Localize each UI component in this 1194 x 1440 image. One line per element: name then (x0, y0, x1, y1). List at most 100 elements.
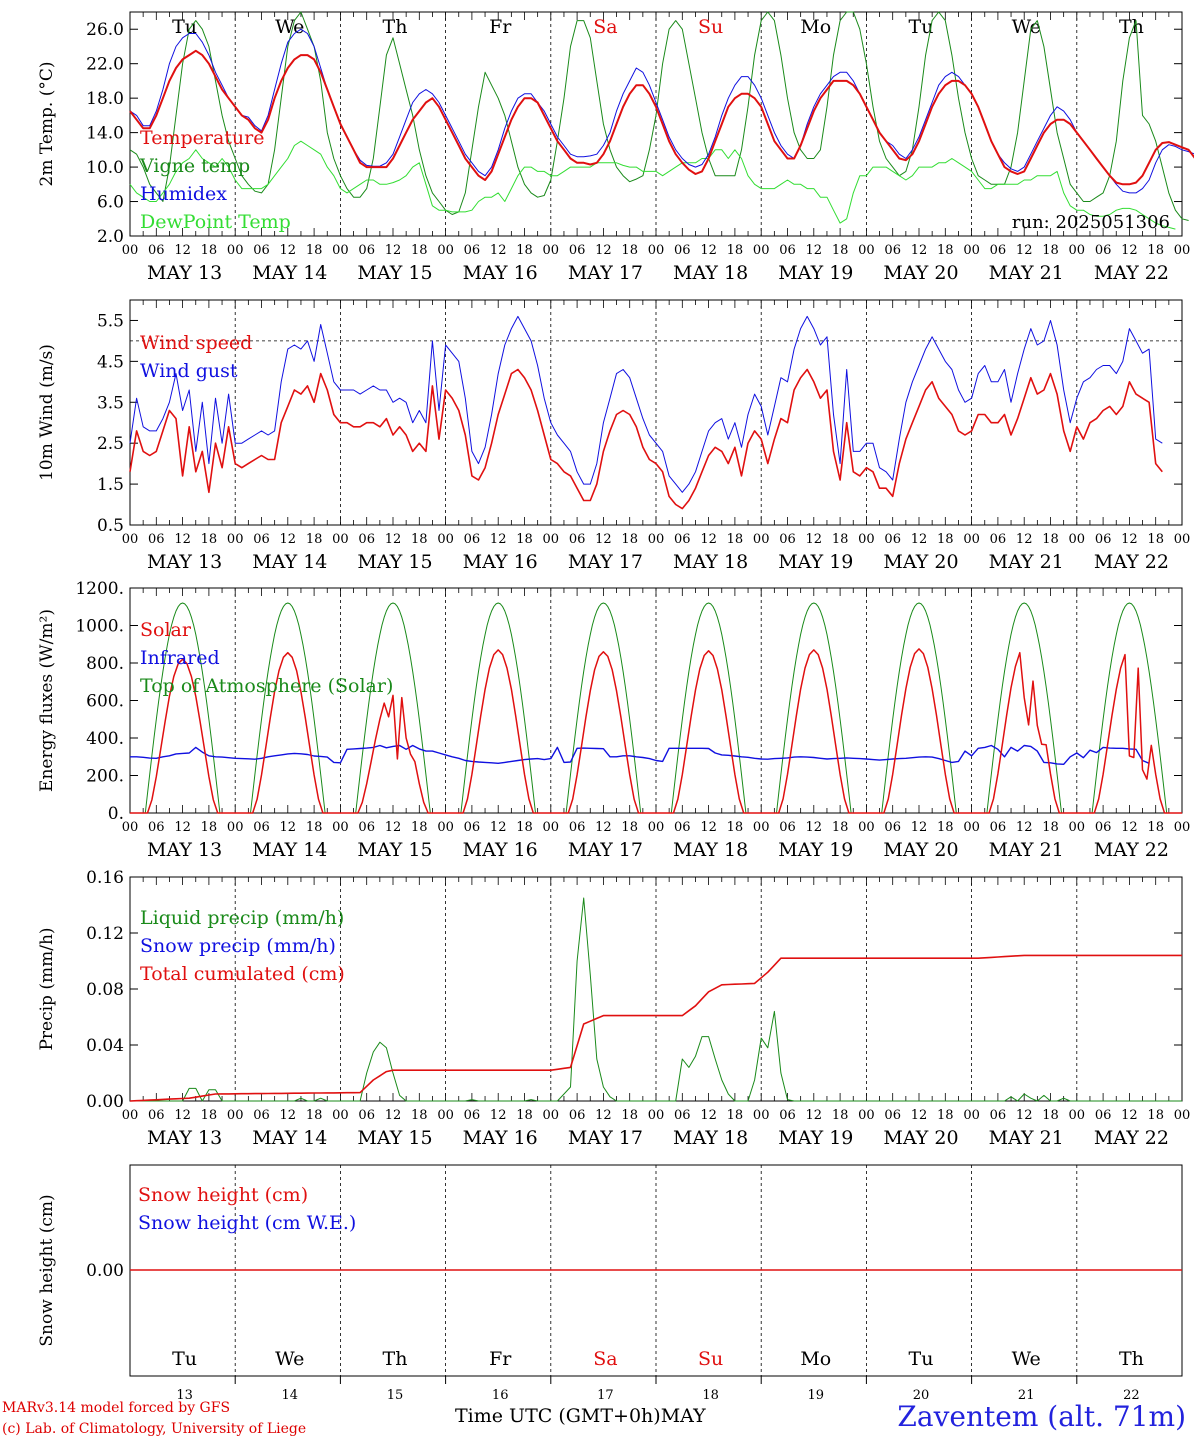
day-label: Su (698, 1348, 723, 1370)
date-label: MAY 22 (1094, 262, 1169, 284)
hour-tick-label: 00 (437, 820, 454, 835)
legend-entry: Snow precip (mm/h) (140, 935, 336, 957)
hour-tick-label: 00 (227, 532, 244, 547)
hour-tick-label: 18 (1147, 1108, 1164, 1123)
hour-tick-label: 12 (700, 1108, 717, 1123)
hour-tick-label: 18 (1147, 532, 1164, 547)
hour-tick-label: 18 (621, 532, 638, 547)
day-label: We (275, 16, 304, 38)
date-label: MAY 16 (463, 551, 538, 573)
day-label: Th (1119, 1348, 1144, 1370)
date-label: MAY 15 (357, 262, 432, 284)
hour-tick-label: 18 (1042, 1108, 1059, 1123)
hour-tick-label: 12 (1121, 532, 1138, 547)
date-label: MAY 18 (673, 1127, 748, 1149)
hour-tick-label: 12 (806, 243, 823, 258)
day-number-label: 16 (492, 1388, 509, 1403)
series-line-2 (129, 28, 1194, 194)
hour-tick-label: 00 (963, 1108, 980, 1123)
date-label: MAY 17 (568, 262, 643, 284)
hour-tick-label: 12 (806, 820, 823, 835)
hour-tick-label: 06 (1095, 1108, 1112, 1123)
y-tick-label: 800. (86, 654, 124, 674)
hour-tick-label: 00 (122, 243, 139, 258)
y-tick-label: 0.16 (86, 868, 124, 888)
hour-tick-label: 12 (280, 820, 297, 835)
date-label: MAY 21 (989, 1127, 1064, 1149)
hour-tick-label: 06 (990, 243, 1007, 258)
day-label: Mo (800, 16, 831, 38)
day-label: Tu (172, 16, 197, 38)
hour-tick-label: 12 (280, 1108, 297, 1123)
hour-tick-label: 12 (385, 1108, 402, 1123)
date-label: MAY 17 (568, 839, 643, 861)
hour-tick-label: 18 (201, 1108, 218, 1123)
day-label: Mo (800, 1348, 831, 1370)
hour-tick-label: 00 (858, 243, 875, 258)
hour-tick-label: 06 (569, 820, 586, 835)
hour-tick-label: 18 (621, 1108, 638, 1123)
hour-tick-label: 00 (122, 532, 139, 547)
date-label: MAY 13 (147, 551, 222, 573)
hour-tick-label: 06 (569, 243, 586, 258)
y-tick-label: 2.5 (97, 434, 124, 454)
hour-tick-label: 12 (700, 820, 717, 835)
liquid-precip-line (130, 897, 1182, 1102)
date-label: MAY 14 (252, 262, 327, 284)
y-tick-label: 1.5 (97, 475, 124, 495)
hour-tick-label: 18 (306, 243, 323, 258)
date-label: MAY 19 (778, 1127, 853, 1149)
hour-tick-label: 18 (516, 820, 533, 835)
hour-tick-label: 12 (1016, 1108, 1033, 1123)
hour-tick-label: 12 (174, 532, 191, 547)
day-label: We (275, 1348, 304, 1370)
y-axis-label: Precip (mm/h) (37, 927, 57, 1050)
date-label: MAY 17 (568, 1127, 643, 1149)
hour-tick-label: 18 (832, 1108, 849, 1123)
hour-tick-label: 06 (990, 820, 1007, 835)
hour-tick-label: 00 (648, 1108, 665, 1123)
hour-tick-label: 00 (753, 1108, 770, 1123)
hour-tick-label: 00 (858, 532, 875, 547)
hour-tick-label: 18 (1147, 820, 1164, 835)
hour-tick-label: 06 (253, 532, 270, 547)
day-number-label: 18 (702, 1388, 719, 1403)
hour-tick-label: 00 (332, 532, 349, 547)
hour-tick-label: 12 (280, 532, 297, 547)
hour-tick-label: 00 (543, 243, 560, 258)
hour-tick-label: 12 (490, 1108, 507, 1123)
y-tick-label: 0.04 (86, 1036, 124, 1056)
date-label: MAY 22 (1094, 839, 1169, 861)
date-label: MAY 13 (147, 839, 222, 861)
hour-tick-label: 12 (385, 820, 402, 835)
lab-credit: (c) Lab. of Climatology, University of L… (2, 1421, 307, 1437)
hour-tick-label: 00 (648, 820, 665, 835)
hour-tick-label: 00 (753, 243, 770, 258)
hour-tick-label: 12 (911, 1108, 928, 1123)
hour-tick-label: 00 (437, 1108, 454, 1123)
hour-tick-label: 18 (1147, 243, 1164, 258)
hour-tick-label: 00 (122, 820, 139, 835)
hour-tick-label: 00 (227, 243, 244, 258)
hour-tick-label: 00 (543, 1108, 560, 1123)
hour-tick-label: 00 (1069, 243, 1086, 258)
hour-tick-label: 06 (674, 820, 691, 835)
hour-tick-label: 12 (1016, 532, 1033, 547)
hour-tick-label: 06 (358, 243, 375, 258)
date-label: MAY 13 (147, 1127, 222, 1149)
y-tick-label: 1200. (75, 579, 124, 599)
y-tick-label: 3.5 (97, 393, 124, 413)
date-label: MAY 14 (252, 1127, 327, 1149)
hour-tick-label: 18 (306, 532, 323, 547)
hour-tick-label: 06 (990, 532, 1007, 547)
day-label: Tu (909, 16, 934, 38)
hour-tick-label: 12 (385, 243, 402, 258)
date-label: MAY 19 (778, 262, 853, 284)
y-tick-label: 6.0 (97, 193, 124, 213)
hour-tick-label: 06 (884, 1108, 901, 1123)
hour-tick-label: 00 (1174, 532, 1191, 547)
hour-tick-label: 06 (779, 1108, 796, 1123)
hour-tick-label: 12 (174, 820, 191, 835)
legend-entry: Snow height (cm W.E.) (138, 1212, 356, 1234)
run-label: run: 2025051306 (1012, 212, 1170, 233)
